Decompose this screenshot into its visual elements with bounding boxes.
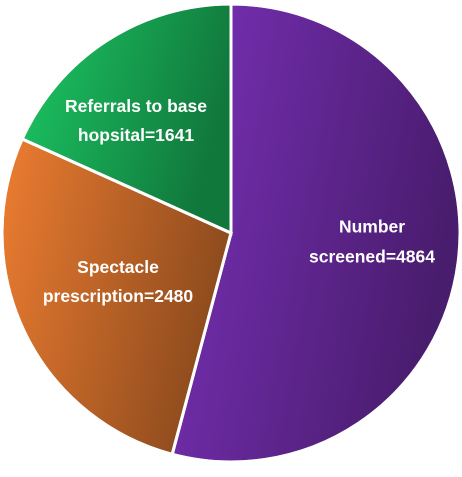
slice-shade <box>0 136 233 457</box>
slice-label: Number <box>339 217 405 237</box>
slice-label: screened=4864 <box>309 247 435 267</box>
slice-shade <box>170 2 462 464</box>
slice-label: Spectacle <box>77 257 159 277</box>
slice-shade <box>20 2 233 236</box>
slice-label: prescription=2480 <box>43 286 194 306</box>
slice-label: Referrals to base <box>65 96 207 116</box>
slice-label: hopsital=1641 <box>78 125 195 145</box>
